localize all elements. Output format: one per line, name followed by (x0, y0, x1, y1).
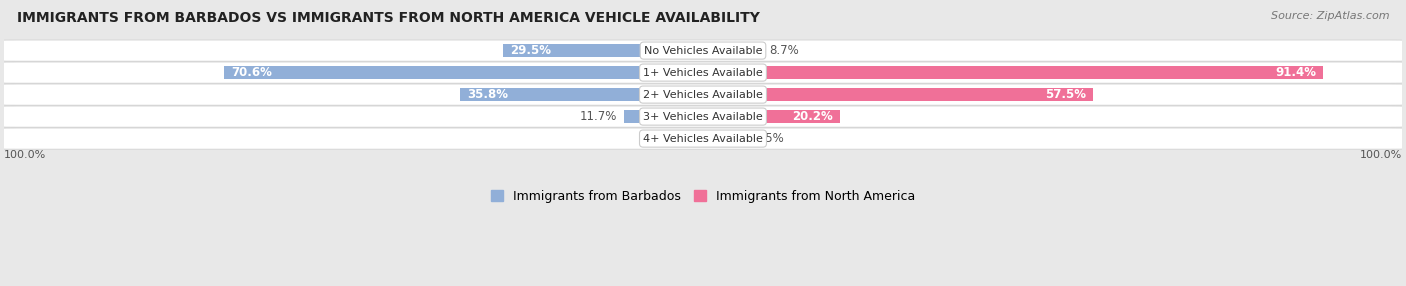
Bar (703, 132, 747, 145)
Text: 35.8%: 35.8% (467, 88, 508, 101)
Text: IMMIGRANTS FROM BARBADOS VS IMMIGRANTS FROM NORTH AMERICA VEHICLE AVAILABILITY: IMMIGRANTS FROM BARBADOS VS IMMIGRANTS F… (17, 11, 759, 25)
Text: 20.2%: 20.2% (793, 110, 834, 123)
Bar (224, 66, 703, 80)
Text: 11.7%: 11.7% (579, 110, 617, 123)
Text: 91.4%: 91.4% (1275, 66, 1316, 79)
Text: 2+ Vehicles Available: 2+ Vehicles Available (643, 90, 763, 100)
Bar (703, 44, 762, 57)
Bar (503, 44, 703, 57)
Text: 57.5%: 57.5% (1045, 88, 1087, 101)
Bar (703, 110, 839, 123)
FancyBboxPatch shape (0, 106, 1406, 127)
FancyBboxPatch shape (0, 128, 1406, 149)
Text: 3.6%: 3.6% (643, 132, 672, 145)
Bar (703, 88, 1092, 102)
FancyBboxPatch shape (0, 62, 1406, 83)
Text: 4+ Vehicles Available: 4+ Vehicles Available (643, 134, 763, 144)
Text: 70.6%: 70.6% (231, 66, 271, 79)
Text: Source: ZipAtlas.com: Source: ZipAtlas.com (1271, 11, 1389, 21)
Legend: Immigrants from Barbados, Immigrants from North America: Immigrants from Barbados, Immigrants fro… (491, 190, 915, 203)
FancyBboxPatch shape (0, 40, 1406, 61)
Text: 3+ Vehicles Available: 3+ Vehicles Available (643, 112, 763, 122)
Text: 1+ Vehicles Available: 1+ Vehicles Available (643, 67, 763, 78)
Text: No Vehicles Available: No Vehicles Available (644, 45, 762, 55)
Text: 8.7%: 8.7% (769, 44, 799, 57)
Bar (703, 66, 1323, 80)
Text: 100.0%: 100.0% (1360, 150, 1402, 160)
Bar (679, 132, 703, 145)
Text: 100.0%: 100.0% (4, 150, 46, 160)
FancyBboxPatch shape (0, 84, 1406, 105)
Bar (460, 88, 703, 102)
Bar (624, 110, 703, 123)
Text: 29.5%: 29.5% (509, 44, 551, 57)
Text: 6.5%: 6.5% (754, 132, 783, 145)
